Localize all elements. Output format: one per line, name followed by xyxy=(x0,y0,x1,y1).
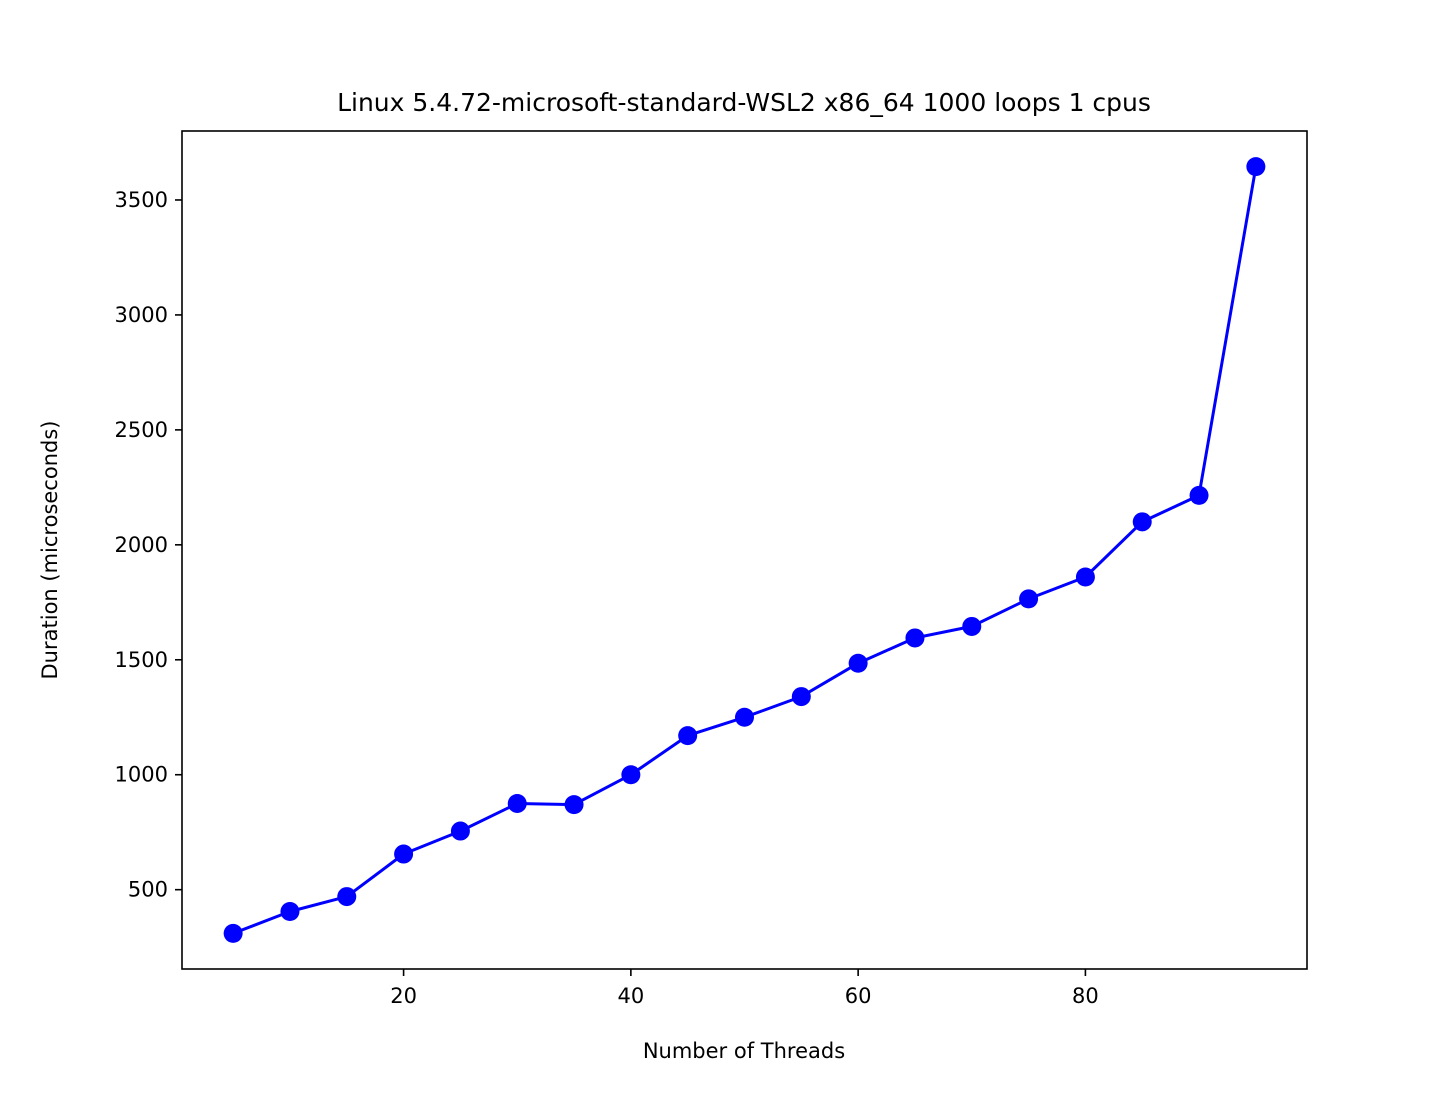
data-point xyxy=(564,795,584,815)
data-point xyxy=(848,653,868,673)
y-tick-label: 3500 xyxy=(115,188,168,212)
chart-title: Linux 5.4.72-microsoft-standard-WSL2 x86… xyxy=(337,88,1151,117)
data-point xyxy=(1019,589,1039,609)
ticks-layer: 20 40 60 80 500 1000 1500 2000 2500 3000 3500 xyxy=(115,188,1099,1008)
series-layer xyxy=(223,157,1266,943)
y-tick-label: 2500 xyxy=(115,418,168,442)
y-tick-label: 1000 xyxy=(115,763,168,787)
data-point xyxy=(735,707,754,727)
data-point xyxy=(1075,567,1095,587)
data-point xyxy=(280,902,300,922)
x-tick-label: 60 xyxy=(845,984,872,1008)
y-tick-label: 2000 xyxy=(115,533,168,557)
x-tick-label: 80 xyxy=(1072,984,1099,1008)
data-point xyxy=(1189,485,1209,505)
x-tick-label: 40 xyxy=(617,984,644,1008)
data-point xyxy=(507,793,527,813)
data-point xyxy=(962,616,982,636)
y-axis-label: Duration (microseconds) xyxy=(38,421,62,680)
data-point xyxy=(223,923,243,943)
plot-frame xyxy=(181,130,1308,970)
data-point xyxy=(621,765,641,785)
data-point xyxy=(905,628,925,648)
y-tick-label: 3000 xyxy=(115,303,168,327)
data-point xyxy=(678,726,698,746)
x-axis-label: Number of Threads xyxy=(643,1039,845,1063)
data-point xyxy=(394,844,414,864)
data-point xyxy=(1132,512,1152,532)
x-tick-label: 20 xyxy=(390,984,417,1008)
y-tick-label: 500 xyxy=(128,878,168,902)
data-point xyxy=(791,687,811,707)
y-tick-label: 1500 xyxy=(115,648,168,672)
data-point xyxy=(1246,157,1266,177)
data-point xyxy=(337,887,357,907)
data-point xyxy=(450,821,470,841)
